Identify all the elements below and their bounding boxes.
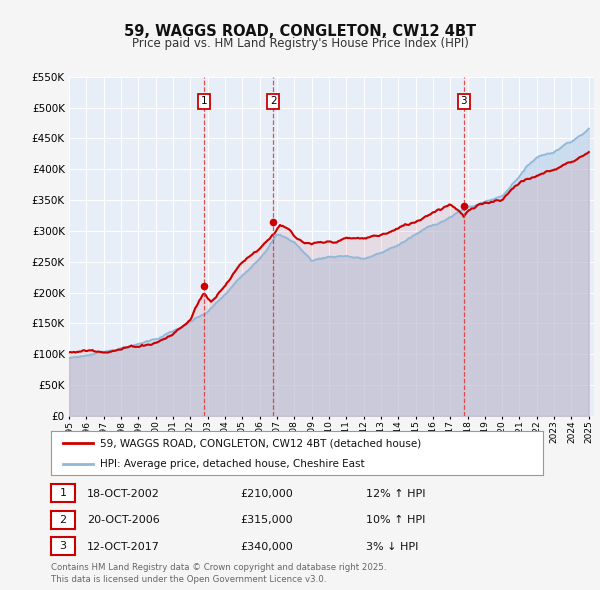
Text: £315,000: £315,000 xyxy=(240,516,293,525)
Text: 20-OCT-2006: 20-OCT-2006 xyxy=(87,516,160,525)
Text: 12-OCT-2017: 12-OCT-2017 xyxy=(87,542,160,552)
Text: 12% ↑ HPI: 12% ↑ HPI xyxy=(366,489,425,499)
Text: 3% ↓ HPI: 3% ↓ HPI xyxy=(366,542,418,552)
Text: 3: 3 xyxy=(59,542,67,551)
Text: 3: 3 xyxy=(461,96,467,106)
Text: Price paid vs. HM Land Registry's House Price Index (HPI): Price paid vs. HM Land Registry's House … xyxy=(131,37,469,50)
Text: 18-OCT-2002: 18-OCT-2002 xyxy=(87,489,160,499)
Text: £340,000: £340,000 xyxy=(240,542,293,552)
Text: £210,000: £210,000 xyxy=(240,489,293,499)
Text: 59, WAGGS ROAD, CONGLETON, CW12 4BT (detached house): 59, WAGGS ROAD, CONGLETON, CW12 4BT (det… xyxy=(100,438,421,448)
Text: 2: 2 xyxy=(270,96,277,106)
Text: HPI: Average price, detached house, Cheshire East: HPI: Average price, detached house, Ches… xyxy=(100,459,365,469)
Text: 59, WAGGS ROAD, CONGLETON, CW12 4BT: 59, WAGGS ROAD, CONGLETON, CW12 4BT xyxy=(124,24,476,38)
Text: Contains HM Land Registry data © Crown copyright and database right 2025.
This d: Contains HM Land Registry data © Crown c… xyxy=(51,563,386,584)
Text: 1: 1 xyxy=(59,489,67,498)
Text: 1: 1 xyxy=(200,96,207,106)
Text: 2: 2 xyxy=(59,515,67,525)
Text: 10% ↑ HPI: 10% ↑ HPI xyxy=(366,516,425,525)
